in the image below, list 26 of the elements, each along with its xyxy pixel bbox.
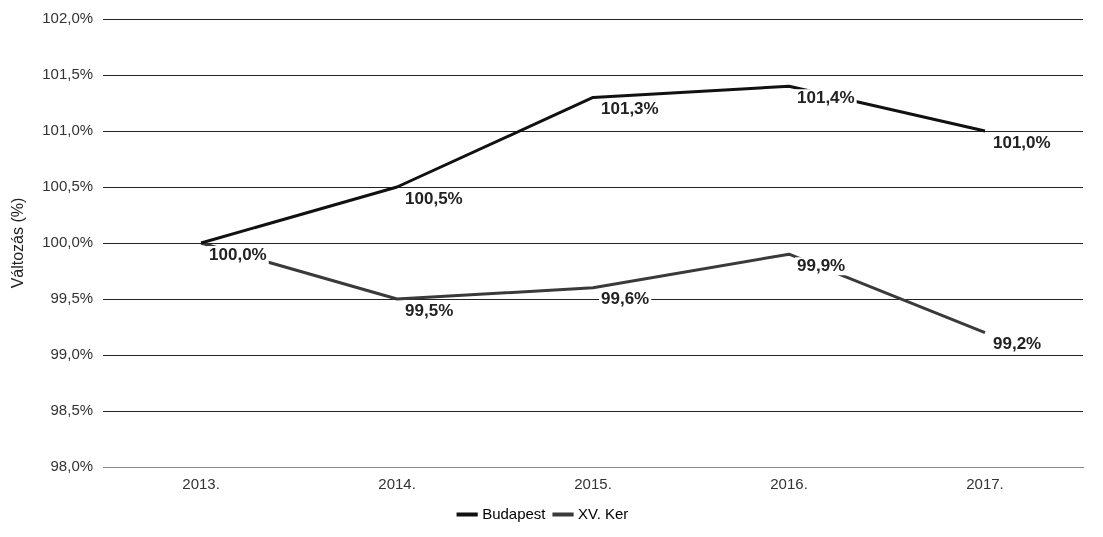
- y-tick-label: 101,0%: [42, 121, 94, 139]
- data-label: 100,5%: [405, 188, 463, 208]
- data-label: 101,4%: [797, 87, 855, 107]
- y-tick-label: 98,0%: [50, 457, 94, 475]
- y-tick-label: 102,0%: [42, 9, 94, 27]
- x-tick-label: 2015.: [574, 475, 612, 493]
- data-label: 99,5%: [405, 300, 454, 320]
- y-tick-label: 99,0%: [50, 345, 94, 363]
- data-label: 101,3%: [601, 99, 659, 119]
- x-tick-label: 2014.: [378, 475, 416, 493]
- y-tick-label: 100,0%: [42, 233, 94, 251]
- data-label: 99,2%: [993, 334, 1042, 354]
- y-tick-label: 98,5%: [50, 401, 94, 419]
- data-label: 99,6%: [601, 289, 650, 309]
- x-tick-label: 2016.: [770, 475, 808, 493]
- data-label: 100,0%: [209, 244, 267, 264]
- legend-label: XV. Ker: [578, 504, 629, 522]
- data-label: 99,9%: [797, 255, 846, 275]
- y-tick-label: 100,5%: [42, 177, 94, 195]
- y-tick-label: 101,5%: [42, 65, 94, 83]
- legend-label: Budapest: [482, 504, 547, 522]
- data-label: 101,0%: [993, 132, 1051, 152]
- x-tick-label: 2017.: [966, 475, 1004, 493]
- y-axis-title: Változás (%): [9, 197, 27, 289]
- x-tick-label: 2013.: [182, 475, 220, 493]
- y-tick-label: 99,5%: [50, 289, 94, 307]
